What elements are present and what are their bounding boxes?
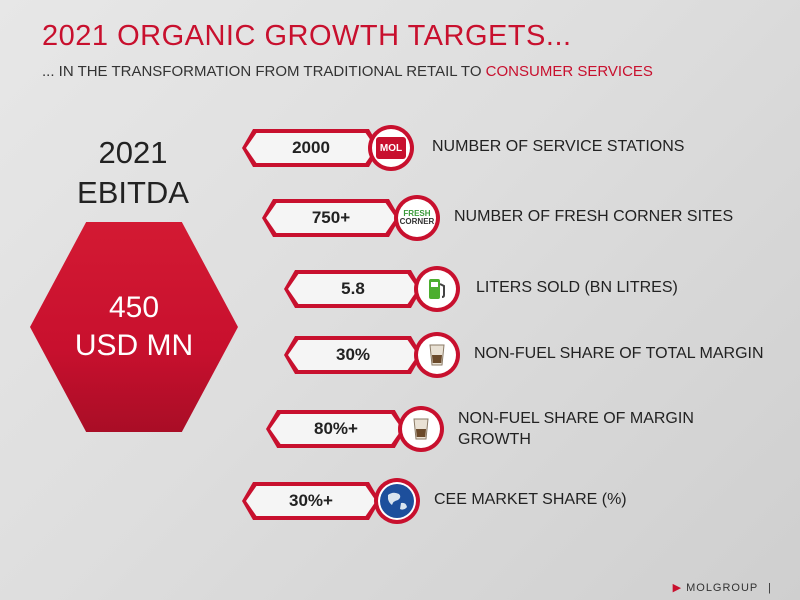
- page-title: 2021 ORGANIC GROWTH TARGETS...: [42, 20, 572, 52]
- target-value: 2000: [246, 133, 376, 163]
- target-label: NUMBER OF FRESH CORNER SITES: [454, 208, 734, 225]
- target-value: 750+: [266, 203, 396, 233]
- ebitda-value: 450: [108, 291, 160, 324]
- target-value-badge: 80%+: [266, 410, 406, 448]
- target-row-fresh-corner: 750+ FRESH CORNER NUMBER OF FRESH CORNER …: [262, 195, 782, 243]
- mol-logo-icon: MOL: [368, 125, 414, 171]
- page-subtitle: ... IN THE TRANSFORMATION FROM TRADITION…: [42, 63, 653, 80]
- target-value-badge: 30%+: [242, 482, 380, 520]
- footer-brand: ▶ MOLGROUP |: [673, 581, 772, 594]
- target-label: LITERS SOLD (BN LITRES): [476, 279, 678, 296]
- coffee-cup-icon: [398, 406, 444, 452]
- target-row-service-stations: 2000 MOL NUMBER OF SERVICE STATIONS: [242, 125, 762, 173]
- target-value: 30%: [288, 340, 418, 370]
- target-value: 5.8: [288, 274, 418, 304]
- target-row-non-fuel-total: 30% NON-FUEL SHARE OF TOTAL MARGIN: [284, 332, 794, 380]
- target-value-badge: 30%: [284, 336, 422, 374]
- globe-icon: [374, 478, 420, 524]
- ebitda-title: EBITDA: [77, 175, 189, 210]
- subtitle-accent: CONSUMER SERVICES: [485, 63, 653, 80]
- footer-separator: |: [768, 582, 772, 594]
- fuel-pump-icon: [414, 266, 460, 312]
- target-value-badge: 2000: [242, 129, 380, 167]
- target-row-non-fuel-growth: 80%+ NON-FUEL SHARE OF MARGIN GROWTH: [266, 406, 786, 454]
- subtitle-prefix: ... IN THE TRANSFORMATION FROM TRADITION…: [42, 63, 486, 80]
- coffee-cup-icon: [414, 332, 460, 378]
- target-row-cee-market-share: 30%+ CEE MARKET SHARE (%): [242, 478, 662, 526]
- ebitda-label: 2021 EBITDA: [68, 133, 198, 213]
- ebitda-year: 2021: [98, 135, 168, 170]
- ebitda-unit: USD MN: [74, 329, 194, 362]
- target-label: NUMBER OF SERVICE STATIONS: [432, 138, 685, 155]
- target-value: 80%+: [270, 414, 402, 444]
- fresh-corner-logo-icon: FRESH CORNER: [394, 195, 440, 241]
- target-label: NON-FUEL SHARE OF MARGIN GROWTH: [458, 410, 694, 448]
- target-value-badge: 750+: [262, 199, 400, 237]
- ebitda-hexagon: 450 USD MN: [30, 222, 238, 432]
- target-value: 30%+: [246, 486, 376, 516]
- target-label: CEE MARKET SHARE (%): [434, 491, 627, 508]
- play-triangle-icon: ▶: [672, 582, 683, 594]
- target-value-badge: 5.8: [284, 270, 422, 308]
- target-row-liters-sold: 5.8 LITERS SOLD (BN LITRES): [284, 266, 784, 314]
- footer-brand-text: MOLGROUP: [686, 582, 759, 594]
- target-label: NON-FUEL SHARE OF TOTAL MARGIN: [474, 345, 764, 362]
